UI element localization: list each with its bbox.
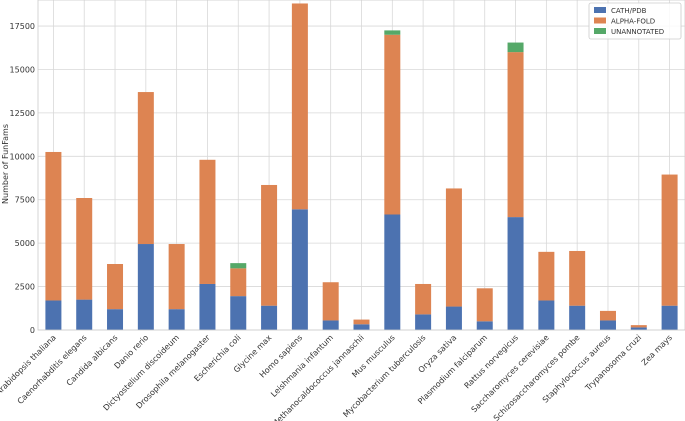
bar-alpha-fold xyxy=(662,175,678,306)
stacked-bar-chart: 0 2500 5000 7500 10000 12500 15000 17500 Arabid… xyxy=(0,0,685,421)
bar-alpha-fold xyxy=(354,320,370,325)
bar-cath-pdb xyxy=(354,324,370,330)
bar-cath-pdb xyxy=(76,300,92,330)
y-tick-label: 17500 xyxy=(10,22,35,31)
bar-cath-pdb xyxy=(107,309,123,330)
bar-cath-pdb xyxy=(199,284,215,330)
legend: CATH/PDB ALPHA-FOLD UNANNOTATED xyxy=(589,3,681,39)
bar-cath-pdb xyxy=(569,306,585,330)
bar-cath-pdb xyxy=(446,307,462,330)
bar-cath-pdb xyxy=(384,215,400,331)
legend-swatch xyxy=(594,7,606,13)
bar-unannotated xyxy=(230,263,246,268)
legend-label: CATH/PDB xyxy=(611,7,647,15)
bar-cath-pdb xyxy=(662,306,678,330)
bar-cath-pdb xyxy=(600,320,616,330)
bar-cath-pdb xyxy=(508,217,524,330)
bar-alpha-fold xyxy=(600,311,616,321)
y-tick-label: 2500 xyxy=(15,283,35,292)
bar-unannotated xyxy=(508,43,524,53)
y-tick-label: 12500 xyxy=(10,109,35,118)
bar-alpha-fold xyxy=(508,52,524,217)
y-tick-labels: 0 2500 5000 7500 10000 12500 15000 17500 xyxy=(10,22,35,335)
bar-alpha-fold xyxy=(538,252,554,301)
bar-cath-pdb xyxy=(261,306,277,330)
bar-alpha-fold xyxy=(199,160,215,284)
legend-swatch xyxy=(594,28,606,34)
bar-cath-pdb xyxy=(138,244,154,330)
bar-alpha-fold xyxy=(323,282,339,320)
y-tick-label: 7500 xyxy=(15,196,35,205)
bar-cath-pdb xyxy=(477,321,493,330)
bar-cath-pdb xyxy=(230,296,246,330)
y-tick-label: 5000 xyxy=(15,239,35,248)
bar-alpha-fold xyxy=(477,288,493,321)
bar-alpha-fold xyxy=(107,264,123,309)
legend-swatch xyxy=(594,18,606,24)
x-tick-label: Zea mays xyxy=(640,333,674,367)
y-tick-label: 10000 xyxy=(10,152,35,161)
grid-lines xyxy=(38,0,685,330)
bar-alpha-fold xyxy=(261,185,277,306)
bar-alpha-fold xyxy=(138,92,154,244)
legend-label: UNANNOTATED xyxy=(611,28,664,36)
bar-alpha-fold xyxy=(384,35,400,215)
bar-alpha-fold xyxy=(415,284,431,314)
bar-cath-pdb xyxy=(415,314,431,330)
y-tick-label: 15000 xyxy=(10,65,35,74)
y-axis-title: Number of FunFams xyxy=(1,124,10,204)
bar-cath-pdb xyxy=(538,300,554,330)
y-tick-label: 0 xyxy=(30,326,35,335)
bar-alpha-fold xyxy=(569,251,585,306)
x-tick-label: Trypanosoma cruzi xyxy=(583,333,643,393)
bar-alpha-fold xyxy=(292,3,308,209)
bar-cath-pdb xyxy=(323,320,339,330)
bar-cath-pdb xyxy=(292,209,308,330)
bar-alpha-fold xyxy=(631,325,647,327)
bar-cath-pdb xyxy=(45,300,61,330)
legend-label: ALPHA-FOLD xyxy=(611,18,655,26)
bar-alpha-fold xyxy=(446,188,462,306)
bar-alpha-fold xyxy=(230,268,246,296)
bar-alpha-fold xyxy=(45,152,61,301)
bar-unannotated xyxy=(384,30,400,34)
x-tick-label: Rattus norvegicus xyxy=(463,333,520,390)
bar-cath-pdb xyxy=(169,309,185,330)
bar-alpha-fold xyxy=(76,198,92,300)
bar-alpha-fold xyxy=(169,244,185,309)
